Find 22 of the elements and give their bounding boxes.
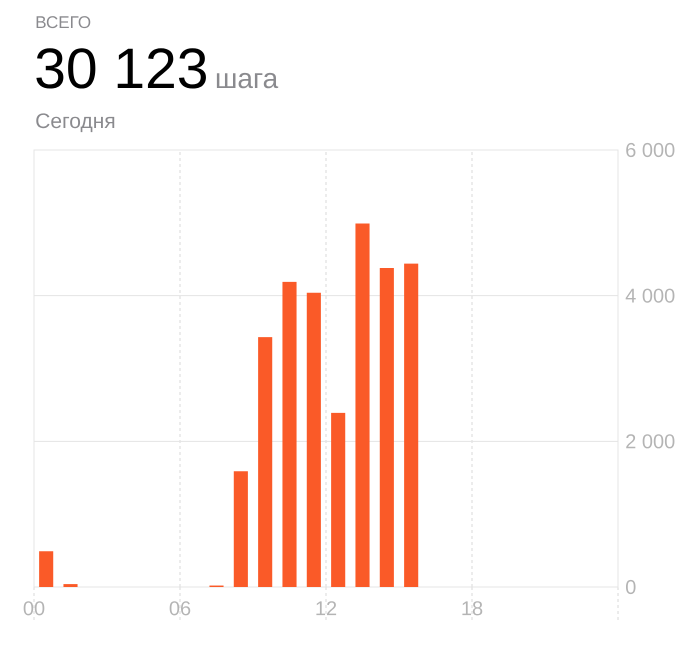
chart-title: 30 123: [36, 48, 206, 89]
bar: [331, 412, 346, 587]
text: шага: [216, 72, 278, 88]
chart-subtitle: Сегодня: [36, 113, 114, 132]
x-tick-label: 06: [170, 601, 190, 616]
y-tick-label: 6 000: [626, 142, 674, 158]
bar: [404, 264, 418, 587]
bar: [39, 551, 54, 587]
bar: [355, 224, 370, 587]
y-tick-label: 0: [626, 580, 636, 594]
bar: [234, 471, 248, 587]
x-tick-label: 18: [462, 601, 482, 616]
bar: [306, 292, 321, 587]
bar: [282, 282, 297, 587]
bar: [258, 337, 272, 587]
bar: [380, 268, 394, 587]
x-tick-label: 00: [24, 601, 44, 616]
y-tick-label: 2 000: [626, 434, 674, 448]
y-tick-label: 4 000: [626, 288, 674, 303]
text: ВСЕГО: [36, 16, 90, 28]
bar: [63, 584, 78, 587]
x-tick-label: 12: [316, 601, 336, 616]
